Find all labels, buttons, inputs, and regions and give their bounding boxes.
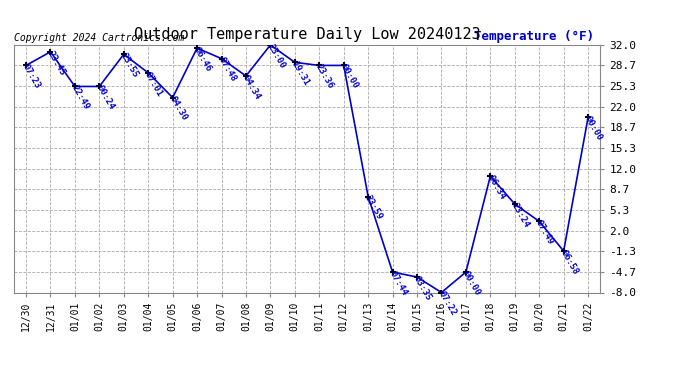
Text: 22:49: 22:49	[70, 84, 91, 111]
Text: 07:48: 07:48	[217, 56, 238, 84]
Text: 00:00: 00:00	[339, 63, 360, 90]
Text: 00:24: 00:24	[95, 84, 115, 111]
Text: 07:23: 07:23	[21, 63, 42, 90]
Text: 07:44: 07:44	[388, 269, 408, 297]
Text: 19:31: 19:31	[290, 60, 311, 87]
Text: 06:34: 06:34	[485, 173, 506, 201]
Text: 06:58: 06:58	[559, 248, 580, 276]
Text: 23:00: 23:00	[266, 42, 286, 70]
Text: 04:30: 04:30	[168, 95, 189, 123]
Text: Copyright 2024 Cartronics.com: Copyright 2024 Cartronics.com	[14, 33, 184, 42]
Text: 07:01: 07:01	[144, 70, 164, 98]
Text: 23:55: 23:55	[119, 51, 140, 79]
Text: 23:24: 23:24	[510, 201, 531, 229]
Text: 07:22: 07:22	[437, 290, 457, 318]
Text: 23:59: 23:59	[363, 194, 384, 222]
Text: 23:45: 23:45	[46, 49, 67, 77]
Text: Temperature (°F): Temperature (°F)	[475, 30, 594, 42]
Text: 07:49: 07:49	[534, 219, 555, 246]
Text: 23:36: 23:36	[314, 63, 335, 90]
Text: 03:35: 03:35	[412, 274, 433, 302]
Text: 04:34: 04:34	[241, 73, 262, 101]
Text: 00:00: 00:00	[461, 269, 482, 297]
Text: 00:00: 00:00	[583, 115, 604, 142]
Text: 06:46: 06:46	[192, 45, 213, 73]
Title: Outdoor Temperature Daily Low 20240123: Outdoor Temperature Daily Low 20240123	[134, 27, 480, 42]
